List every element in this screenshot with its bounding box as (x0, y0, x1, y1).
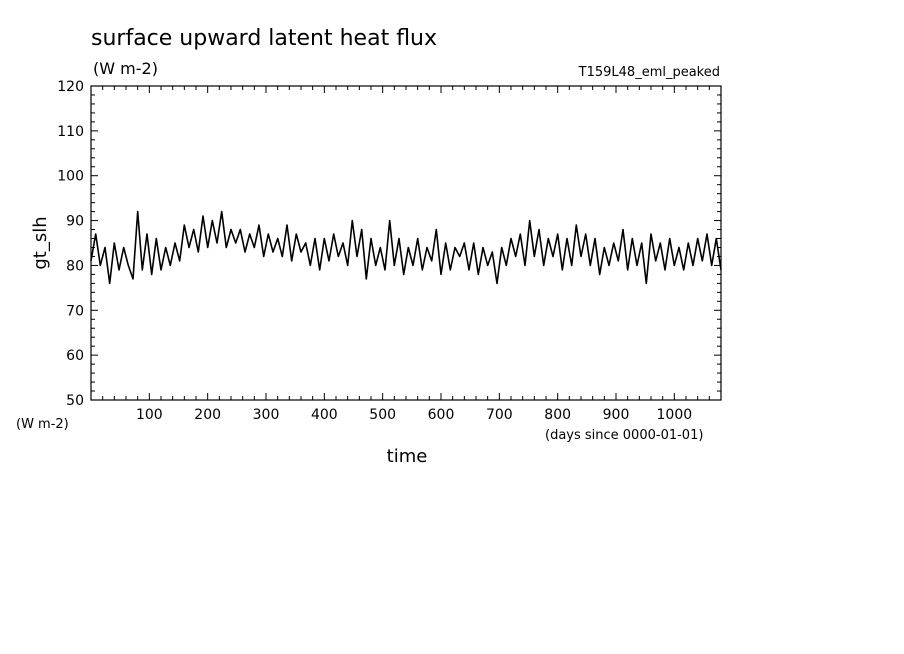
y-axis-label: gt_slh (30, 216, 51, 269)
x-axis-label: time (387, 446, 428, 467)
y-tick-label: 120 (57, 79, 84, 95)
y-axis-units: (W m-2) (16, 417, 69, 432)
plot-frame (90, 85, 722, 401)
y-tick-label: 50 (66, 393, 84, 409)
chart-units: (W m-2) (93, 59, 158, 78)
x-tick-label: 800 (544, 407, 571, 423)
chart-title: surface upward latent heat flux (91, 26, 437, 51)
x-tick-label: 400 (311, 407, 338, 423)
series-line (90, 210, 722, 285)
y-tick-label: 100 (57, 169, 84, 185)
x-tick-label: 200 (194, 407, 221, 423)
x-tick-label: 1000 (657, 407, 693, 423)
x-axis-units: (days since 0000-01-01) (545, 428, 703, 443)
x-tick-label: 600 (428, 407, 455, 423)
tick-labels: 100 200 300 400 500 600 700 800 900 1000 50 60 70 80 9… (57, 79, 692, 423)
y-tick-label: 70 (66, 303, 84, 319)
x-tick-label: 500 (369, 407, 396, 423)
y-tick-label: 80 (66, 258, 84, 274)
y-tick-label: 110 (57, 124, 84, 140)
x-tick-label: 700 (486, 407, 513, 423)
y-tick-label: 60 (66, 348, 84, 364)
x-tick-label: 900 (603, 407, 630, 423)
axis-ticks (91, 86, 721, 400)
x-tick-label: 300 (253, 407, 280, 423)
y-tick-label: 90 (66, 214, 84, 230)
x-tick-label: 100 (136, 407, 163, 423)
experiment-label: T159L48_eml_peaked (578, 65, 720, 80)
